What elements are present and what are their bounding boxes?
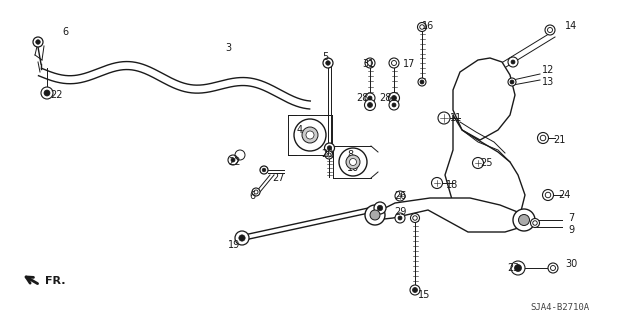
Polygon shape bbox=[370, 198, 528, 232]
Text: 26: 26 bbox=[394, 191, 406, 201]
Text: 19: 19 bbox=[228, 240, 240, 250]
Circle shape bbox=[395, 191, 405, 201]
Text: 9: 9 bbox=[568, 225, 574, 235]
Circle shape bbox=[417, 23, 426, 32]
Circle shape bbox=[365, 93, 375, 103]
Circle shape bbox=[420, 80, 424, 84]
Circle shape bbox=[231, 158, 235, 162]
Text: 12: 12 bbox=[542, 65, 554, 75]
Circle shape bbox=[44, 90, 50, 96]
Circle shape bbox=[472, 158, 483, 168]
Circle shape bbox=[324, 143, 335, 153]
Text: 24: 24 bbox=[558, 190, 570, 200]
Circle shape bbox=[306, 131, 314, 139]
Text: 20: 20 bbox=[321, 149, 333, 159]
Circle shape bbox=[262, 168, 266, 172]
Text: 23: 23 bbox=[508, 263, 520, 273]
Circle shape bbox=[545, 25, 555, 35]
Circle shape bbox=[515, 264, 522, 271]
Circle shape bbox=[531, 219, 540, 227]
Text: 31: 31 bbox=[362, 59, 374, 69]
Circle shape bbox=[510, 80, 514, 84]
Circle shape bbox=[388, 93, 399, 103]
Text: 4: 4 bbox=[297, 125, 303, 135]
Text: 21: 21 bbox=[553, 135, 565, 145]
Circle shape bbox=[378, 205, 383, 211]
Text: 3: 3 bbox=[225, 43, 231, 53]
Text: FR.: FR. bbox=[45, 276, 65, 286]
Circle shape bbox=[228, 155, 238, 165]
Text: 17: 17 bbox=[403, 59, 415, 69]
Circle shape bbox=[543, 189, 554, 201]
Circle shape bbox=[235, 231, 249, 245]
Circle shape bbox=[398, 216, 402, 220]
Text: 30: 30 bbox=[565, 259, 577, 269]
Circle shape bbox=[513, 209, 535, 231]
Circle shape bbox=[302, 127, 318, 143]
Text: 22: 22 bbox=[228, 157, 241, 167]
Circle shape bbox=[33, 37, 43, 47]
Circle shape bbox=[367, 102, 372, 108]
Circle shape bbox=[511, 60, 515, 64]
Circle shape bbox=[438, 112, 450, 124]
Circle shape bbox=[239, 235, 245, 241]
Circle shape bbox=[252, 188, 260, 196]
Circle shape bbox=[365, 205, 385, 225]
Circle shape bbox=[346, 155, 360, 169]
Circle shape bbox=[41, 87, 53, 99]
Text: 8: 8 bbox=[347, 150, 353, 160]
Circle shape bbox=[294, 119, 326, 151]
Text: 13: 13 bbox=[542, 77, 554, 87]
Text: 29: 29 bbox=[394, 207, 406, 217]
Circle shape bbox=[508, 78, 516, 86]
Circle shape bbox=[389, 58, 399, 68]
Text: 15: 15 bbox=[418, 290, 430, 300]
Circle shape bbox=[370, 210, 380, 220]
Text: 14: 14 bbox=[565, 21, 577, 31]
Circle shape bbox=[323, 58, 333, 68]
Circle shape bbox=[395, 213, 405, 223]
Text: 6: 6 bbox=[249, 191, 255, 201]
Circle shape bbox=[418, 78, 426, 86]
Circle shape bbox=[511, 261, 525, 275]
Circle shape bbox=[392, 95, 397, 100]
Text: 28: 28 bbox=[380, 93, 392, 103]
Text: 18: 18 bbox=[446, 180, 458, 190]
Circle shape bbox=[325, 151, 333, 159]
Text: SJA4-B2710A: SJA4-B2710A bbox=[530, 303, 589, 313]
Circle shape bbox=[374, 202, 386, 214]
Text: 11: 11 bbox=[450, 113, 462, 123]
Circle shape bbox=[410, 213, 419, 222]
Circle shape bbox=[36, 40, 40, 44]
Text: 7: 7 bbox=[568, 213, 574, 223]
Circle shape bbox=[327, 146, 332, 150]
Circle shape bbox=[548, 263, 558, 273]
Polygon shape bbox=[453, 58, 515, 140]
Circle shape bbox=[538, 132, 548, 144]
Circle shape bbox=[508, 57, 518, 67]
Text: 28: 28 bbox=[356, 93, 369, 103]
Circle shape bbox=[431, 177, 442, 189]
Circle shape bbox=[326, 61, 330, 65]
Text: 22: 22 bbox=[50, 90, 63, 100]
Circle shape bbox=[260, 166, 268, 174]
Circle shape bbox=[365, 58, 375, 68]
Text: 27: 27 bbox=[272, 173, 285, 183]
Text: 16: 16 bbox=[422, 21, 435, 31]
Circle shape bbox=[392, 103, 396, 107]
Circle shape bbox=[349, 159, 356, 166]
Circle shape bbox=[389, 100, 399, 110]
Text: 6: 6 bbox=[62, 27, 68, 37]
Circle shape bbox=[518, 214, 529, 226]
Polygon shape bbox=[445, 115, 525, 228]
Circle shape bbox=[365, 100, 376, 110]
Circle shape bbox=[410, 285, 420, 295]
Circle shape bbox=[368, 96, 372, 100]
Text: 5: 5 bbox=[322, 52, 328, 62]
Text: 25: 25 bbox=[480, 158, 493, 168]
Circle shape bbox=[413, 287, 417, 293]
Text: 10: 10 bbox=[347, 163, 359, 173]
Circle shape bbox=[339, 148, 367, 176]
